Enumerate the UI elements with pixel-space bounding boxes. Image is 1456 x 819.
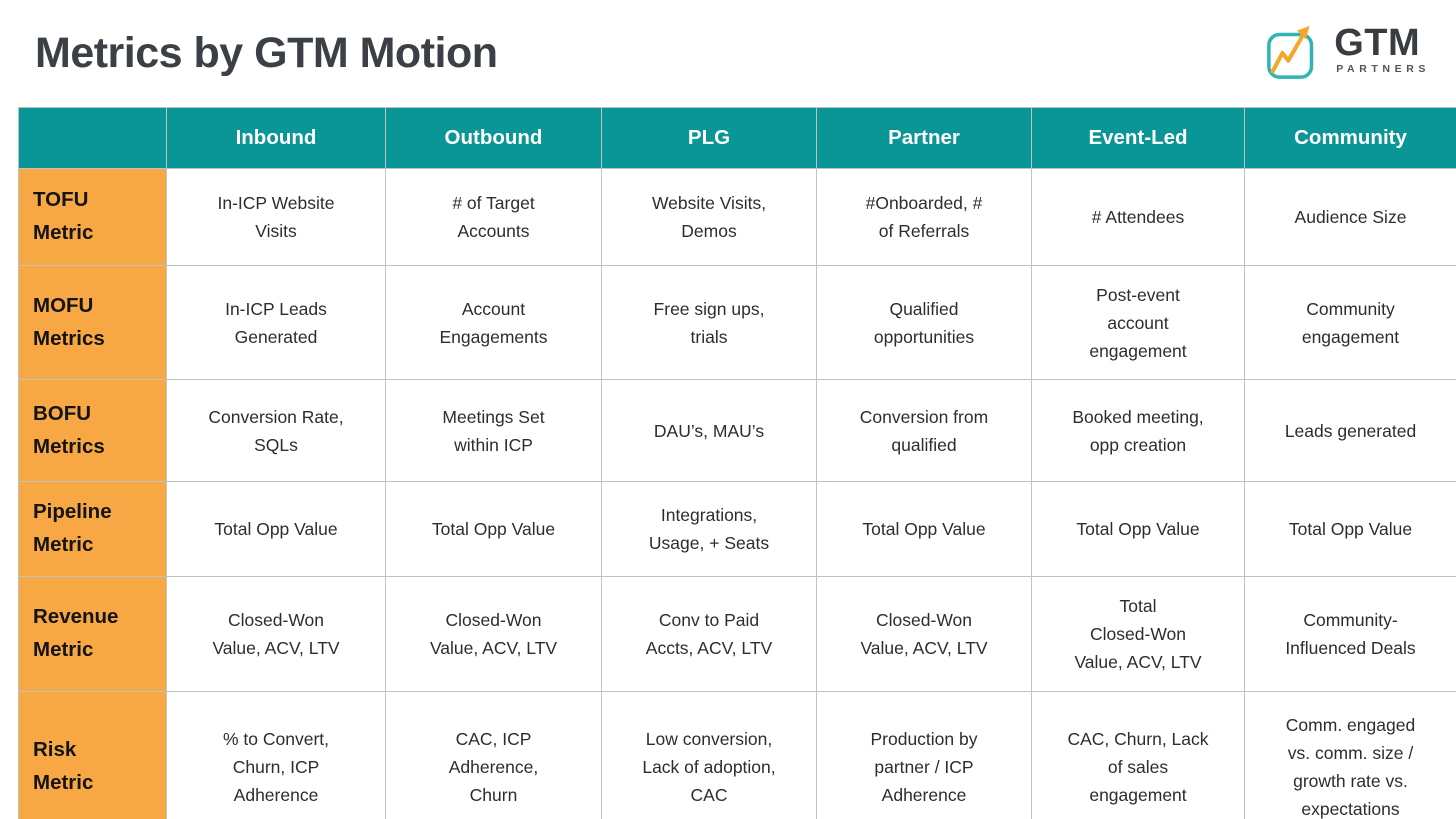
cell-bofu-partner: Conversion from qualified [816, 379, 1032, 482]
metrics-table: Inbound Outbound PLG Partner Event-Led C… [18, 107, 1456, 819]
row-header-tofu-metric: TOFU Metric [18, 168, 167, 266]
row-header-risk-metric: Risk Metric [18, 691, 167, 819]
table-row-tofu: TOFU Metric In-ICP Website Visits # of T… [18, 168, 1456, 266]
cell-tofu-community: Audience Size [1244, 168, 1456, 266]
page-title: Metrics by GTM Motion [35, 29, 498, 77]
cell-mofu-community: Community engagement [1244, 265, 1456, 380]
column-header-blank [18, 107, 167, 169]
cell-tofu-outbound: # of Target Accounts [385, 168, 602, 266]
column-header-plg: PLG [601, 107, 817, 169]
cell-revenue-inbound: Closed-Won Value, ACV, LTV [166, 576, 386, 692]
column-header-event-led: Event-Led [1031, 107, 1245, 169]
cell-pipeline-inbound: Total Opp Value [166, 481, 386, 577]
cell-tofu-partner: #Onboarded, # of Referrals [816, 168, 1032, 266]
cell-bofu-event-led: Booked meeting, opp creation [1031, 379, 1245, 482]
row-header-pipeline-metric: Pipeline Metric [18, 481, 167, 577]
column-header-inbound: Inbound [166, 107, 386, 169]
cell-risk-inbound: % to Convert, Churn, ICP Adherence [166, 691, 386, 819]
cell-bofu-inbound: Conversion Rate, SQLs [166, 379, 386, 482]
growth-arrow-icon [1267, 25, 1314, 79]
row-header-mofu-metrics: MOFU Metrics [18, 265, 167, 380]
row-header-bofu-metrics: BOFU Metrics [18, 379, 167, 482]
cell-revenue-partner: Closed-Won Value, ACV, LTV [816, 576, 1032, 692]
cell-risk-community: Comm. engaged vs. comm. size / growth ra… [1244, 691, 1456, 819]
cell-pipeline-outbound: Total Opp Value [385, 481, 602, 577]
cell-pipeline-plg: Integrations, Usage, + Seats [601, 481, 817, 577]
cell-revenue-outbound: Closed-Won Value, ACV, LTV [385, 576, 602, 692]
header-bar: Metrics by GTM Motion GTM PARTNERS [0, 0, 1456, 107]
cell-bofu-plg: DAU’s, MAU’s [601, 379, 817, 482]
cell-mofu-inbound: In-ICP Leads Generated [166, 265, 386, 380]
cell-tofu-plg: Website Visits, Demos [601, 168, 817, 266]
column-header-outbound: Outbound [385, 107, 602, 169]
cell-revenue-event-led: Total Closed-Won Value, ACV, LTV [1031, 576, 1245, 692]
column-header-partner: Partner [816, 107, 1032, 169]
cell-pipeline-event-led: Total Opp Value [1031, 481, 1245, 577]
cell-tofu-event-led: # Attendees [1031, 168, 1245, 266]
cell-bofu-outbound: Meetings Set within ICP [385, 379, 602, 482]
cell-mofu-plg: Free sign ups, trials [601, 265, 817, 380]
cell-risk-partner: Production by partner / ICP Adherence [816, 691, 1032, 819]
table-row-risk: Risk Metric % to Convert, Churn, ICP Adh… [18, 691, 1456, 819]
cell-risk-outbound: CAC, ICP Adherence, Churn [385, 691, 602, 819]
cell-bofu-community: Leads generated [1244, 379, 1456, 482]
cell-mofu-partner: Qualified opportunities [816, 265, 1032, 380]
cell-pipeline-community: Total Opp Value [1244, 481, 1456, 577]
table-header-row: Inbound Outbound PLG Partner Event-Led C… [18, 107, 1456, 169]
row-header-revenue-metric: Revenue Metric [18, 576, 167, 692]
gtm-partners-logo: GTM PARTNERS [1265, 20, 1430, 82]
cell-tofu-inbound: In-ICP Website Visits [166, 168, 386, 266]
column-header-community: Community [1244, 107, 1456, 169]
cell-mofu-event-led: Post-event account engagement [1031, 265, 1245, 380]
logo-text-partners: PARTNERS [1336, 63, 1430, 76]
table-row-revenue: Revenue Metric Closed-Won Value, ACV, LT… [18, 576, 1456, 692]
logo-text: GTM PARTNERS [1334, 21, 1430, 76]
table-row-bofu: BOFU Metrics Conversion Rate, SQLs Meeti… [18, 379, 1456, 482]
cell-risk-event-led: CAC, Churn, Lack of sales engagement [1031, 691, 1245, 819]
table-row-mofu: MOFU Metrics In-ICP Leads Generated Acco… [18, 265, 1456, 380]
cell-risk-plg: Low conversion, Lack of adoption, CAC [601, 691, 817, 819]
cell-pipeline-partner: Total Opp Value [816, 481, 1032, 577]
cell-mofu-outbound: Account Engagements [385, 265, 602, 380]
cell-revenue-community: Community- Influenced Deals [1244, 576, 1456, 692]
cell-revenue-plg: Conv to Paid Accts, ACV, LTV [601, 576, 817, 692]
table-row-pipeline: Pipeline Metric Total Opp Value Total Op… [18, 481, 1456, 577]
logo-text-gtm: GTM [1334, 21, 1421, 64]
